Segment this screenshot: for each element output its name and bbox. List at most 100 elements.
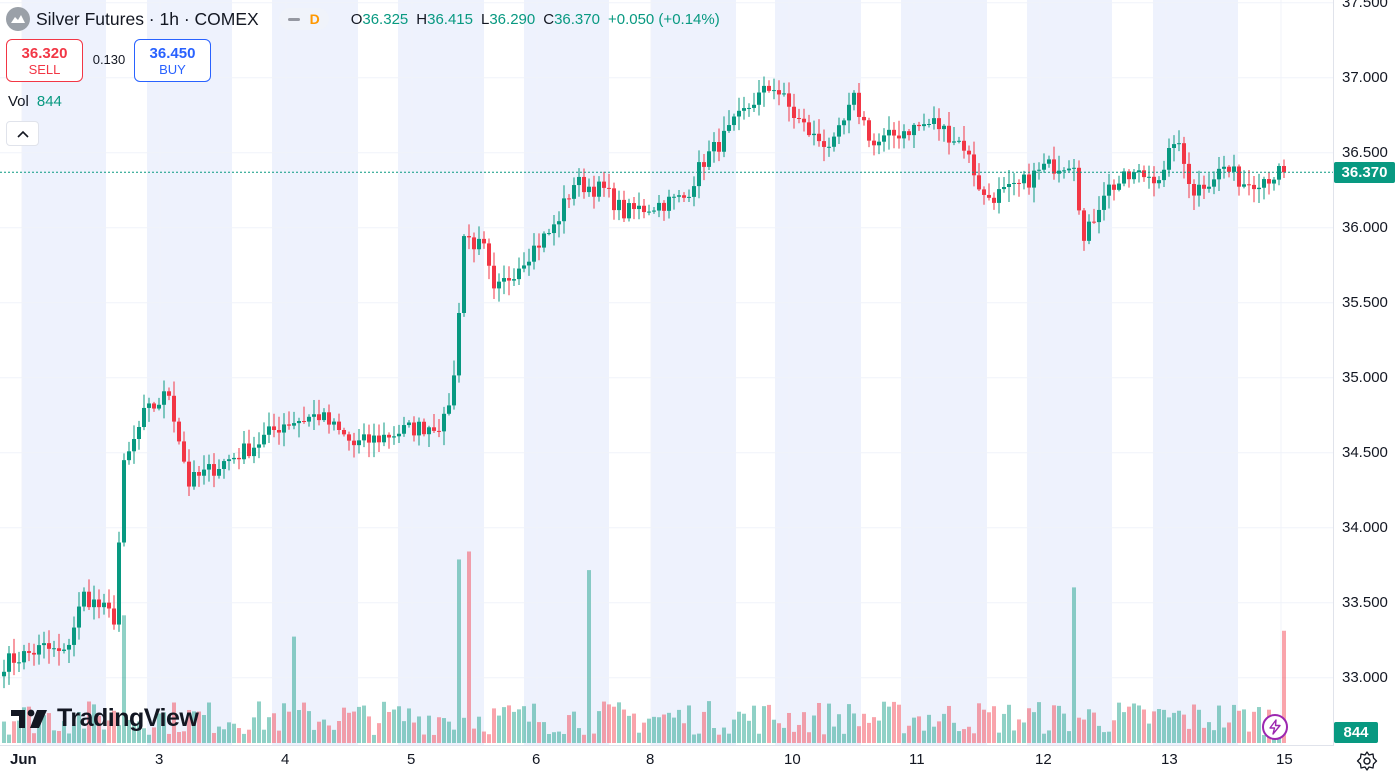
chart-settings-button[interactable]: [1356, 750, 1378, 772]
candle-body: [902, 131, 906, 139]
candle-body: [442, 413, 446, 432]
volume-bar: [127, 719, 131, 743]
candle-body: [1187, 163, 1191, 184]
candle-body: [667, 196, 671, 211]
candles: [2, 76, 1286, 689]
candle-body: [217, 469, 221, 476]
volume-bar: [607, 704, 611, 743]
volume-bar: [402, 721, 406, 743]
volume-bars: [2, 551, 1286, 743]
volume-bar: [762, 706, 766, 743]
volume-bar: [27, 706, 31, 743]
candle-body: [582, 176, 586, 193]
candle-body: [627, 203, 631, 219]
candle-body: [822, 141, 826, 147]
candle-body: [447, 405, 451, 414]
volume-bar: [562, 733, 566, 743]
volume-bar: [1052, 705, 1056, 743]
volume-bar: [742, 713, 746, 743]
candle-body: [67, 644, 71, 650]
volume-bar: [482, 731, 486, 743]
session-band: [651, 0, 736, 745]
candle-body: [347, 434, 351, 441]
volume-bar: [232, 723, 236, 743]
time-axis-label: 4: [281, 751, 290, 768]
volume-bar: [282, 703, 286, 743]
candle-body: [567, 198, 571, 200]
candle-body: [1172, 144, 1176, 148]
candle-body: [1197, 184, 1201, 196]
volume-bar: [547, 733, 551, 743]
volume-bar: [662, 714, 666, 743]
symbol-title[interactable]: Silver Futures · 1h · COMEX: [36, 8, 259, 29]
candle-body: [1212, 179, 1216, 187]
candle-body: [1087, 221, 1091, 241]
candle-body: [1232, 166, 1236, 172]
volume-bar: [1002, 713, 1006, 743]
volume-bar: [947, 705, 951, 743]
volume-bar: [332, 729, 336, 743]
collapse-legend-button[interactable]: [6, 121, 39, 146]
lightning-button[interactable]: [1262, 714, 1288, 740]
candle-body: [487, 243, 491, 266]
candle-body: [42, 643, 46, 646]
volume-bar: [422, 734, 426, 743]
volume-bar: [1192, 704, 1196, 743]
candle-body: [302, 421, 306, 422]
candle-body: [1152, 176, 1156, 184]
volume-legend[interactable]: Vol 844: [8, 93, 62, 110]
candle-body: [197, 472, 201, 476]
volume-bar: [472, 728, 476, 743]
market-status-flag: D: [309, 11, 320, 27]
price-axis-label: 37.500: [1342, 0, 1388, 11]
volume-bar: [827, 703, 831, 743]
volume-bar: [1187, 728, 1191, 743]
candle-body: [497, 281, 501, 289]
ohlc-open: O36.325: [350, 10, 409, 28]
candle-body: [367, 434, 371, 443]
session-band: [272, 0, 358, 745]
candle-body: [557, 221, 561, 225]
buy-button[interactable]: 36.450 BUY: [134, 39, 211, 82]
candle-body: [637, 205, 641, 210]
candle-body: [867, 120, 871, 141]
candle-body: [312, 414, 316, 417]
candle-body: [412, 422, 416, 436]
candle-body: [437, 430, 441, 432]
volume-bar: [387, 711, 391, 743]
candle-body: [407, 422, 411, 426]
volume-bar: [367, 716, 371, 743]
volume-bar: [692, 734, 696, 743]
candle-body: [37, 645, 41, 655]
candle-body: [687, 196, 691, 198]
candle-body: [1032, 170, 1036, 188]
volume-bar: [1147, 723, 1151, 743]
candle-body: [602, 181, 606, 188]
candle-body: [672, 196, 676, 198]
volume-bar: [577, 728, 581, 743]
tradingview-logo[interactable]: TradingView: [11, 704, 199, 733]
candle-body: [612, 188, 616, 211]
candle-body: [842, 120, 846, 126]
price-axis-label: 36.000: [1342, 218, 1388, 236]
volume-bar: [167, 733, 171, 743]
volume-bar: [652, 716, 656, 743]
candle-body: [897, 135, 901, 139]
candle-body: [517, 268, 521, 280]
volume-bar: [637, 732, 641, 743]
volume-bar: [37, 719, 41, 743]
symbol-legend[interactable]: Silver Futures · 1h · COMEX D O36.325 H3…: [6, 6, 720, 32]
candle-body: [1047, 159, 1051, 164]
candle-body: [1162, 169, 1166, 181]
market-status-pill[interactable]: D: [278, 8, 329, 30]
volume-bar: [837, 714, 841, 743]
candle-body: [137, 427, 141, 439]
candle-body: [532, 245, 536, 262]
volume-bar: [682, 723, 686, 743]
candle-body: [352, 440, 356, 446]
candle-body: [22, 651, 26, 663]
candle-body: [1012, 182, 1016, 184]
volume-bar: [487, 734, 491, 743]
sell-button[interactable]: 36.320 SELL: [6, 39, 83, 82]
